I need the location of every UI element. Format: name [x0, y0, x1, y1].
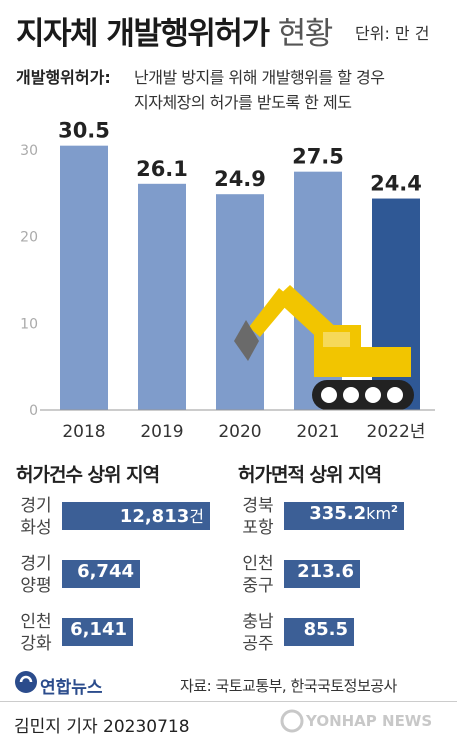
rank-bar	[62, 502, 210, 530]
excavator-stick	[249, 288, 292, 337]
excavator-bucket	[234, 320, 259, 361]
rank-region-label: 인천 중구	[236, 553, 280, 597]
rank-region-label: 경북 포항	[236, 495, 280, 539]
unit-label: 단위: 만 건	[355, 24, 430, 43]
rank-value: 6,141	[70, 619, 127, 640]
x-tick-label: 2020	[218, 422, 261, 442]
region-line-1: 인천	[242, 554, 274, 574]
definition-line-2: 지자체장의 허가를 받도록 한 제도	[134, 93, 352, 112]
rank-value: 335.2km2	[309, 503, 398, 524]
bar-chart: 0 10 20 30 30.5 26.1 24.9 27.5 24.4 2018 2019 202…	[20, 119, 435, 442]
rank-value: 12,813건	[119, 506, 204, 527]
region-line-2: 공주	[242, 634, 274, 654]
x-tick-label: 2021	[296, 422, 339, 442]
rank-bar	[284, 618, 354, 646]
region-line-2: 포항	[242, 518, 274, 538]
region-line-1: 경북	[242, 496, 274, 516]
rank-bar	[284, 560, 360, 588]
x-tick-label: 2022년	[367, 422, 426, 442]
y-tick-label: 10	[20, 316, 38, 332]
title-main: 지자체 개발행위허가	[16, 16, 270, 52]
region-line-1: 충남	[242, 612, 274, 632]
yonhap-logo-text: 연합뉴스	[40, 678, 103, 698]
watermark-icon	[280, 709, 304, 733]
region-line-2: 중구	[242, 576, 274, 596]
region-line-1: 인천	[20, 612, 52, 632]
count-section-title: 허가건수 상위 지역	[16, 464, 160, 486]
y-axis-ticks: 0 10 20 30	[20, 143, 38, 419]
region-line-2: 양평	[20, 576, 52, 596]
bar-2018	[60, 145, 108, 410]
rank-region-label: 인천 강화	[14, 611, 58, 655]
page-title: 지자체 개발행위허가 현황	[16, 8, 334, 53]
region-line-1: 경기	[20, 496, 52, 516]
bar-2020	[216, 194, 264, 410]
x-axis-labels: 2018 2019 2020 2021 2022년	[62, 422, 425, 442]
track-wheel	[341, 385, 361, 405]
source-note: 자료: 국토교통부, 한국국토정보공사	[180, 677, 397, 695]
track-wheel	[319, 385, 339, 405]
y-tick-label: 20	[20, 230, 38, 246]
value-label: 24.9	[214, 167, 266, 191]
rank-value: 213.6	[297, 561, 354, 582]
rank-bar	[62, 618, 133, 646]
track-wheel	[363, 385, 383, 405]
value-label: 27.5	[292, 145, 344, 169]
rank-region-label: 경기 양평	[14, 553, 58, 597]
rank-value: 6,744	[77, 561, 134, 582]
excavator-body	[314, 347, 411, 377]
byline: 김민지 기자 20230718	[14, 717, 190, 737]
value-labels: 30.5 26.1 24.9 27.5 24.4	[58, 119, 422, 196]
rank-bar	[284, 502, 404, 530]
x-tick-label: 2019	[140, 422, 183, 442]
area-section-title: 허가면적 상위 지역	[238, 464, 382, 486]
y-tick-label: 30	[20, 143, 38, 159]
rank-region-label: 충남 공주	[236, 611, 280, 655]
definition-line-1: 난개발 방지를 위해 개발행위를 할 경우	[134, 68, 385, 87]
value-label: 26.1	[136, 157, 188, 181]
value-label: 24.4	[370, 172, 422, 196]
title-sub: 현황	[277, 16, 334, 52]
value-label: 30.5	[58, 119, 110, 143]
excavator-window	[323, 332, 350, 349]
rank-region-label: 경기 화성	[14, 495, 58, 539]
track-wheel	[385, 385, 405, 405]
region-line-2: 강화	[20, 634, 52, 654]
footer-divider	[0, 701, 457, 702]
bar-2022년	[372, 198, 420, 410]
region-line-2: 화성	[20, 518, 52, 538]
definition-term: 개발행위허가:	[16, 68, 111, 87]
bar-2019	[138, 183, 186, 410]
excavator-illustration	[234, 285, 414, 410]
x-tick-label: 2018	[62, 422, 105, 442]
yonhap-logo-icon	[15, 671, 37, 693]
watermark-text: YONHAP NEWS	[306, 712, 433, 730]
region-line-1: 경기	[20, 554, 52, 574]
y-tick-label: 0	[29, 403, 38, 419]
rank-value: 85.5	[303, 619, 348, 640]
rank-bar	[62, 560, 140, 588]
